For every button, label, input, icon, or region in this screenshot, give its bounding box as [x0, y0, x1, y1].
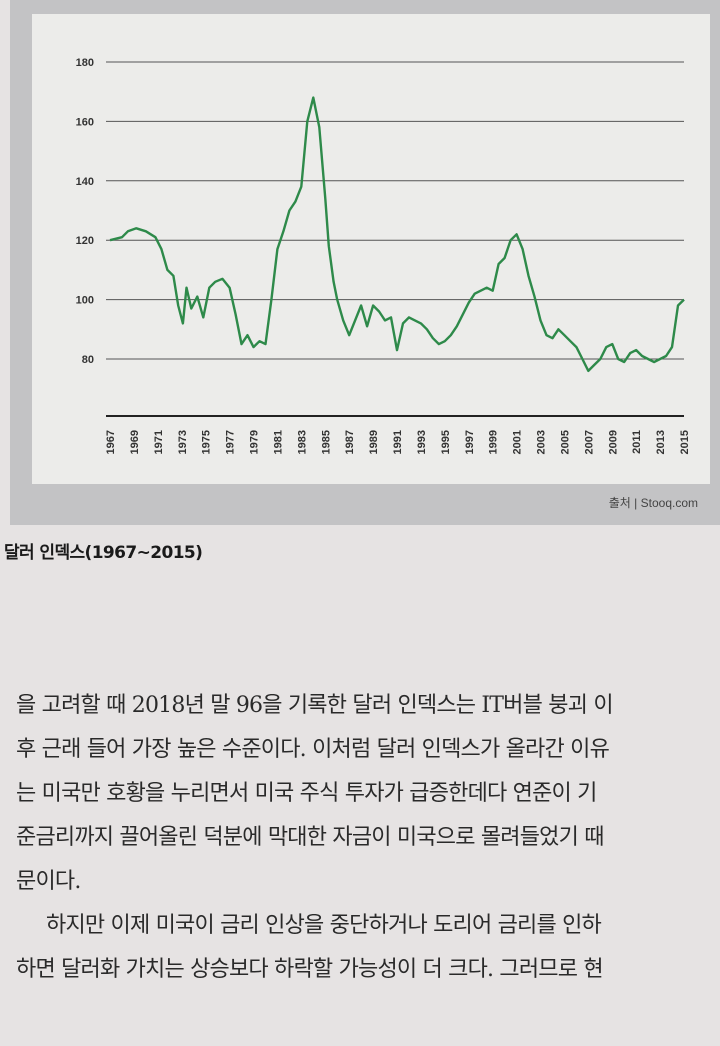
y-tick-label: 180: [76, 57, 94, 69]
x-tick-label: 1989: [368, 430, 380, 454]
dollar-index-chart: 80 100 120 140 160 180 1967 1969 1971 1973 1975 197…: [76, 57, 691, 454]
x-tick-label: 2007: [583, 430, 595, 454]
chart-area: 80 100 120 140 160 180 1967 1969 1971 1973 1975 197…: [32, 14, 710, 484]
x-tick-label: 1987: [344, 430, 356, 454]
x-tick-label: 1995: [440, 430, 452, 454]
x-tick-label: 1967: [105, 430, 117, 454]
body-line: 후 근래 들어 가장 높은 수준이다. 이처럼 달러 인덱스가 올라간 이유: [16, 737, 610, 762]
x-tick-label: 2003: [536, 430, 548, 454]
x-tick-label: 1985: [320, 430, 332, 454]
x-tick-label: 2011: [631, 430, 643, 454]
y-tick-label: 120: [76, 235, 94, 247]
x-tick-label: 2013: [655, 430, 667, 454]
x-tick-label: 1999: [488, 430, 500, 454]
x-tick-label: 1997: [464, 430, 476, 454]
x-tick-label: 2001: [512, 430, 524, 454]
body-line: 하지만 이제 미국이 금리 인상을 중단하거나 도리어 금리를 인하: [46, 913, 602, 938]
x-tick-label: 1969: [129, 430, 141, 454]
x-tick-label: 1983: [296, 430, 308, 454]
x-tick-label: 2005: [559, 430, 571, 454]
body-line: 을 고려할 때 2018년 말 96을 기록한 달러 인덱스는 IT버블 붕괴 …: [16, 693, 614, 718]
body-line: 는 미국만 호황을 누리면서 미국 주식 투자가 급증한데다 연준이 기: [16, 781, 597, 806]
x-tick-label: 2015: [679, 430, 691, 454]
body-paragraphs: 을 고려할 때 2018년 말 96을 기록한 달러 인덱스는 IT버블 붕괴 …: [16, 684, 710, 992]
dollar-index-line: [109, 96, 685, 373]
y-tick-label: 80: [82, 354, 94, 366]
body-line: 준금리까지 끌어올린 덕분에 막대한 자금이 미국으로 몰려들었기 때: [16, 825, 604, 850]
x-tick-label: 1993: [416, 430, 428, 454]
x-tick-label: 1979: [249, 430, 261, 454]
x-tick-label: 1991: [392, 430, 404, 454]
figure-caption: 달러 인덱스(1967~2015): [4, 543, 203, 563]
x-tick-label: 1973: [177, 430, 189, 454]
x-tick-label: 1977: [225, 430, 237, 454]
y-tick-label: 160: [76, 116, 94, 128]
x-tick-label: 1981: [272, 430, 284, 454]
x-tick-label: 1971: [153, 430, 165, 454]
y-tick-label: 100: [76, 295, 94, 307]
figure-panel: 80 100 120 140 160 180 1967 1969 1971 1973 1975 197…: [10, 0, 720, 525]
y-tick-label: 140: [76, 176, 94, 188]
body-line: 하면 달러화 가치는 상승보다 하락할 가능성이 더 크다. 그러므로 현: [16, 957, 604, 982]
x-tick-label: 1975: [201, 430, 213, 454]
chart-source: 출처 | Stooq.com: [608, 496, 698, 510]
x-tick-label: 2009: [607, 430, 619, 454]
body-line: 문이다.: [16, 869, 81, 894]
